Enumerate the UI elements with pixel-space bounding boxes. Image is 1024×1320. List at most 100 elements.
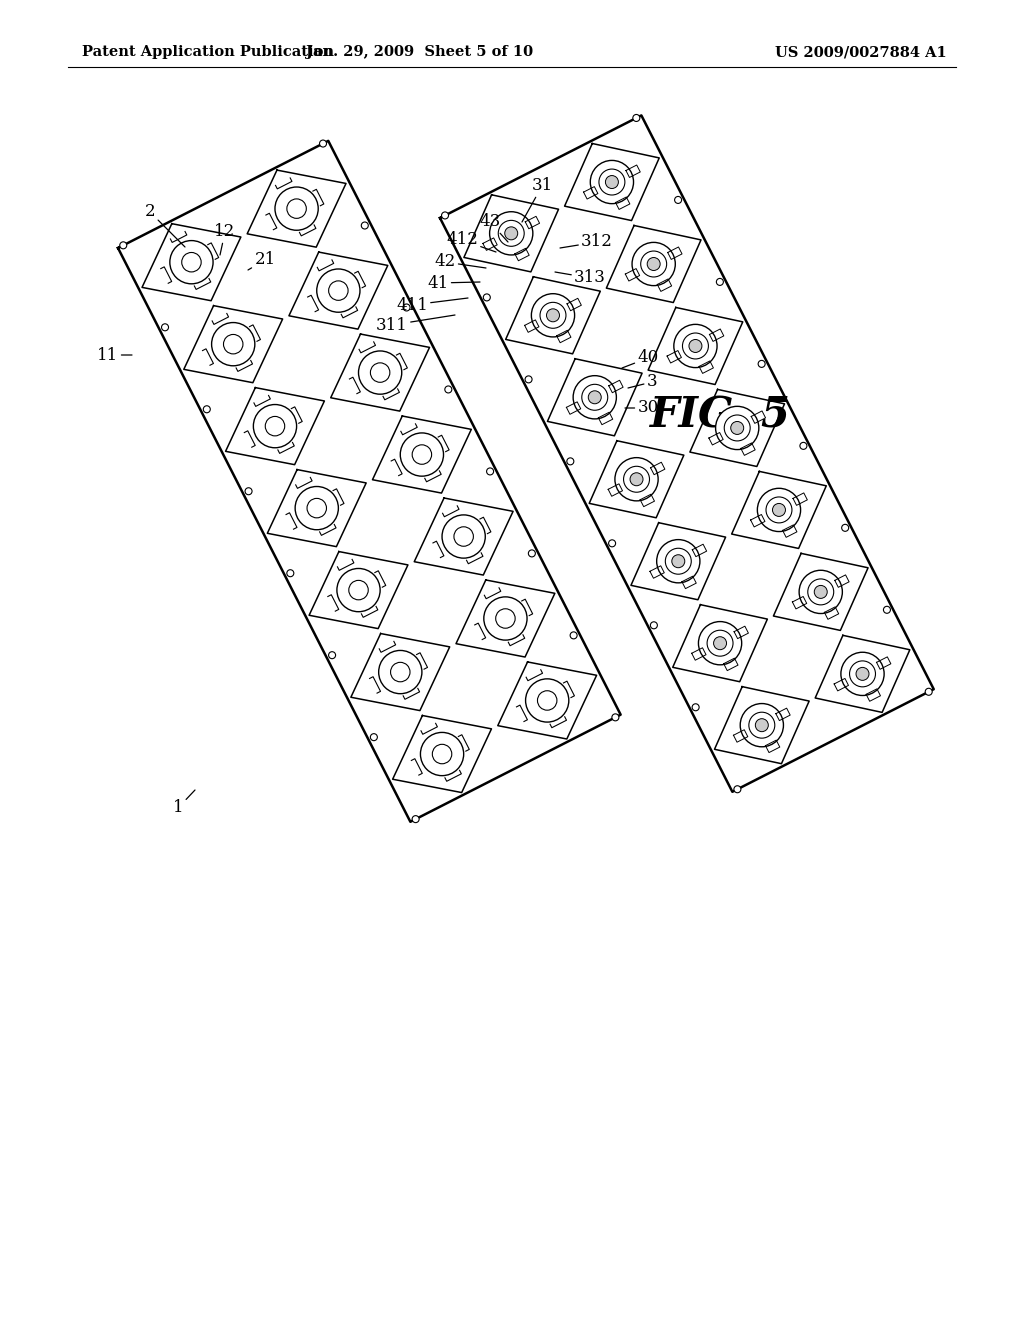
Circle shape (170, 240, 213, 284)
Circle shape (758, 488, 801, 532)
Circle shape (850, 661, 876, 686)
Circle shape (674, 325, 717, 367)
Circle shape (295, 487, 338, 529)
Circle shape (120, 242, 127, 249)
Circle shape (567, 458, 573, 465)
Circle shape (444, 385, 452, 393)
Text: 412: 412 (446, 231, 496, 252)
Circle shape (361, 222, 369, 228)
Text: 21: 21 (248, 252, 275, 271)
Circle shape (842, 524, 849, 532)
Circle shape (442, 515, 485, 558)
Circle shape (856, 668, 869, 680)
Circle shape (632, 243, 675, 285)
Circle shape (714, 636, 727, 649)
Circle shape (605, 176, 618, 189)
Circle shape (540, 302, 566, 329)
Circle shape (319, 140, 327, 147)
Text: Jan. 29, 2009  Sheet 5 of 10: Jan. 29, 2009 Sheet 5 of 10 (306, 45, 534, 59)
Circle shape (531, 293, 574, 337)
Circle shape (689, 339, 701, 352)
Circle shape (573, 376, 616, 418)
Circle shape (756, 718, 768, 731)
Circle shape (647, 257, 660, 271)
Circle shape (441, 213, 449, 219)
Text: 41: 41 (427, 275, 480, 292)
Circle shape (734, 785, 741, 793)
Circle shape (403, 304, 410, 312)
Text: US 2009/0027884 A1: US 2009/0027884 A1 (775, 45, 947, 59)
Circle shape (329, 652, 336, 659)
Circle shape (212, 322, 255, 366)
Text: 12: 12 (214, 223, 236, 255)
Circle shape (749, 713, 775, 738)
Text: 2: 2 (144, 203, 185, 247)
Circle shape (162, 323, 169, 331)
Circle shape (608, 540, 615, 546)
Circle shape (641, 251, 667, 277)
Circle shape (528, 550, 536, 557)
Circle shape (656, 540, 700, 583)
Circle shape (731, 421, 743, 434)
Circle shape (716, 407, 759, 450)
Circle shape (287, 570, 294, 577)
Circle shape (337, 569, 380, 611)
Circle shape (489, 211, 532, 255)
Circle shape (692, 704, 699, 710)
Circle shape (740, 704, 783, 747)
Circle shape (570, 632, 578, 639)
Circle shape (841, 652, 884, 696)
Circle shape (590, 161, 634, 203)
Circle shape (499, 220, 524, 247)
Circle shape (525, 678, 568, 722)
Circle shape (614, 458, 658, 500)
Text: Patent Application Publication: Patent Application Publication (82, 45, 334, 59)
Circle shape (371, 734, 378, 741)
Circle shape (766, 496, 792, 523)
Circle shape (884, 606, 891, 614)
Circle shape (633, 115, 640, 121)
Text: 313: 313 (555, 269, 606, 286)
Circle shape (808, 579, 834, 605)
Text: 40: 40 (622, 350, 658, 368)
Circle shape (630, 473, 643, 486)
Circle shape (724, 414, 751, 441)
Circle shape (814, 585, 827, 598)
Circle shape (204, 405, 210, 413)
Circle shape (650, 622, 657, 628)
Circle shape (316, 269, 360, 313)
Circle shape (599, 169, 625, 195)
Text: 1: 1 (173, 789, 195, 817)
Text: 311: 311 (376, 315, 455, 334)
Circle shape (624, 466, 649, 492)
Circle shape (253, 404, 297, 447)
Circle shape (582, 384, 607, 411)
Circle shape (799, 570, 843, 614)
Text: 31: 31 (522, 177, 553, 222)
Text: 43: 43 (479, 214, 508, 242)
Text: 42: 42 (434, 253, 486, 271)
Circle shape (421, 733, 464, 776)
Circle shape (588, 391, 601, 404)
Circle shape (358, 351, 401, 395)
Circle shape (505, 227, 518, 240)
Circle shape (926, 688, 932, 696)
Circle shape (275, 187, 318, 230)
Text: 411: 411 (396, 297, 468, 314)
Circle shape (800, 442, 807, 449)
Circle shape (682, 333, 709, 359)
Circle shape (612, 714, 618, 721)
Circle shape (666, 548, 691, 574)
Circle shape (483, 597, 527, 640)
Text: 312: 312 (560, 234, 613, 251)
Text: FIG. 5: FIG. 5 (649, 393, 791, 436)
Circle shape (483, 294, 490, 301)
Circle shape (412, 816, 419, 822)
Circle shape (245, 487, 252, 495)
Circle shape (400, 433, 443, 477)
Text: 3: 3 (628, 374, 657, 391)
Text: 30: 30 (625, 400, 658, 417)
Circle shape (672, 554, 685, 568)
Circle shape (717, 279, 723, 285)
Circle shape (525, 376, 532, 383)
